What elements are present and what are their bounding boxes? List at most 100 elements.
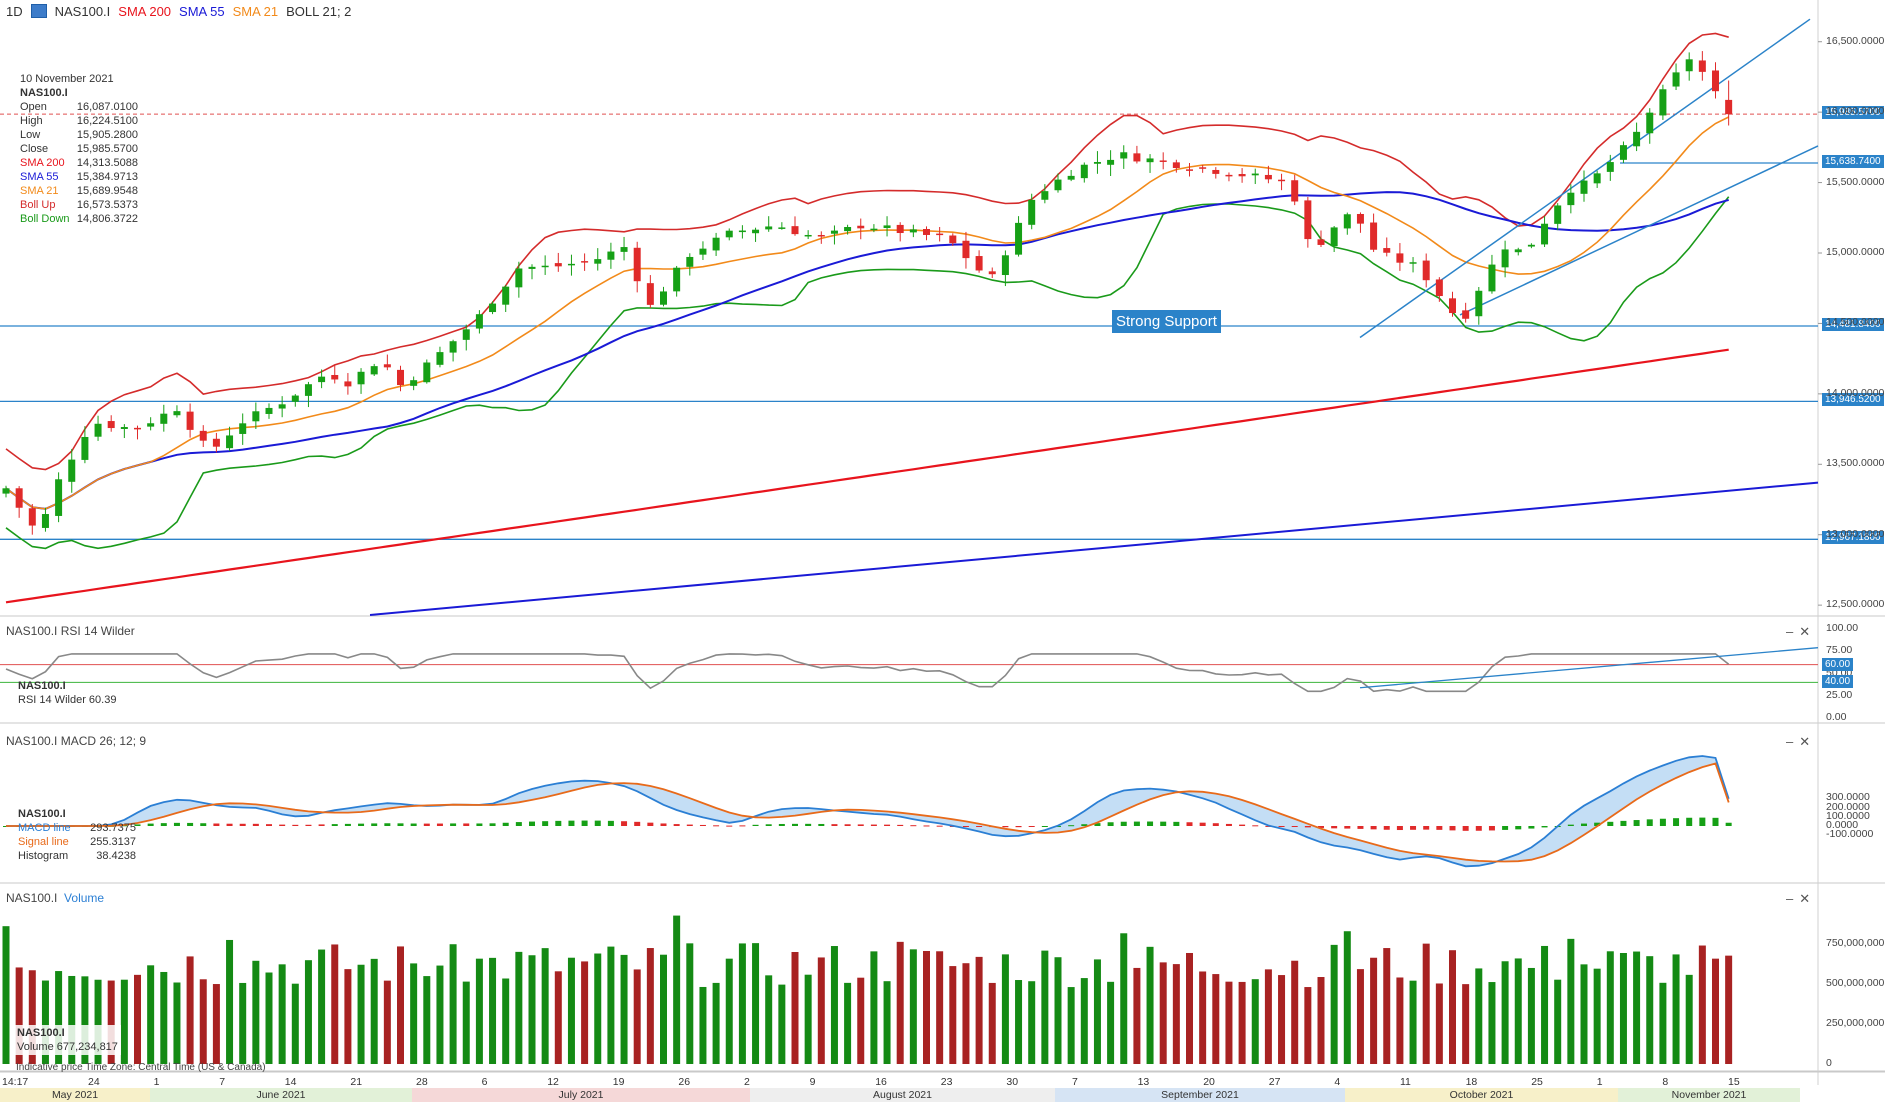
volume-bar bbox=[1186, 952, 1193, 1064]
candle-body bbox=[1356, 213, 1364, 224]
timeframe-label[interactable]: 1D bbox=[6, 3, 23, 19]
month-band bbox=[150, 1088, 412, 1102]
rsi-pane-controls[interactable]: –✕ bbox=[1786, 624, 1816, 640]
x-day-label: 7 bbox=[219, 1076, 226, 1088]
macd-histogram-bar bbox=[1107, 822, 1114, 826]
macd-histogram-bar bbox=[331, 824, 338, 826]
x-month-label: June 2021 bbox=[256, 1089, 306, 1101]
macd-histogram-bar bbox=[936, 825, 943, 827]
minimize-icon[interactable]: – bbox=[1786, 734, 1800, 749]
volume-bar bbox=[1330, 944, 1338, 1064]
volume-bar bbox=[318, 949, 326, 1064]
sma55-line bbox=[5, 191, 1729, 510]
volume-legend-symbol: NAS100.I bbox=[17, 1027, 65, 1039]
volume-bar bbox=[1567, 938, 1575, 1064]
candle-body bbox=[633, 247, 641, 282]
x-day-label: 11 bbox=[1400, 1076, 1411, 1088]
candle-body bbox=[541, 265, 549, 268]
volume-bar bbox=[567, 957, 575, 1064]
macd-histogram-bar bbox=[1265, 825, 1272, 827]
symbol-label[interactable]: NAS100.I bbox=[54, 3, 111, 19]
volume-bar bbox=[1475, 968, 1483, 1064]
info-row-value: 16,573.5373 bbox=[76, 199, 138, 211]
volume-bar bbox=[1659, 982, 1667, 1064]
volume-bar bbox=[55, 971, 63, 1064]
candle-body bbox=[1001, 255, 1009, 276]
close-icon[interactable]: ✕ bbox=[1799, 624, 1817, 639]
volume-pane-title: NAS100.I Volume bbox=[6, 891, 104, 905]
rsi-pane-title: NAS100.I RSI 14 Wilder bbox=[6, 624, 135, 638]
macd-histogram-bar bbox=[1712, 817, 1719, 826]
candle-body bbox=[1646, 112, 1654, 134]
volume-title-name: Volume bbox=[64, 891, 105, 905]
volume-bar bbox=[1409, 980, 1417, 1064]
candle-body bbox=[1580, 180, 1588, 194]
rsi-level-tag: 40.00 bbox=[1822, 675, 1854, 689]
info-row-value: 15,985.5700 bbox=[76, 143, 138, 155]
candle-body bbox=[712, 237, 720, 251]
volume-bar bbox=[1317, 977, 1325, 1064]
volume-bar bbox=[975, 956, 983, 1064]
volume-bar bbox=[1554, 979, 1562, 1064]
candle-body bbox=[1317, 239, 1325, 245]
candle-body bbox=[318, 376, 326, 383]
sma21-line bbox=[5, 116, 1730, 510]
strong-support-label[interactable]: Strong Support bbox=[1112, 309, 1221, 333]
candle-body bbox=[528, 266, 536, 269]
candle-body bbox=[686, 256, 694, 267]
volume-bar bbox=[462, 981, 470, 1064]
candle-body bbox=[1593, 173, 1601, 184]
volume-bar bbox=[923, 950, 930, 1064]
candle-body bbox=[265, 407, 273, 414]
macd-histogram-bar bbox=[910, 825, 917, 827]
volume-bar bbox=[1054, 957, 1062, 1064]
sma21-label[interactable]: SMA 21 bbox=[232, 3, 279, 19]
rsi-level-tag: 60.00 bbox=[1822, 657, 1854, 671]
footer-note: Indicative price Time Zone: Central Time… bbox=[16, 1062, 266, 1073]
volume-bar bbox=[962, 963, 970, 1064]
volume-bar bbox=[594, 953, 602, 1064]
macd-histogram-bar bbox=[1423, 826, 1430, 830]
macd-pane-controls[interactable]: –✕ bbox=[1786, 734, 1816, 750]
macd-legend-label: Histogram bbox=[18, 850, 69, 862]
macd-legend-row: MACD line 293.7375 bbox=[18, 821, 136, 835]
minimize-icon[interactable]: – bbox=[1786, 624, 1800, 639]
candle-body bbox=[752, 229, 760, 234]
candle-body bbox=[1186, 169, 1193, 171]
boll-label[interactable]: BOLL 21; 2 bbox=[286, 3, 352, 19]
minimize-icon[interactable]: – bbox=[1786, 891, 1800, 906]
close-icon[interactable]: ✕ bbox=[1799, 734, 1817, 749]
close-icon[interactable]: ✕ bbox=[1799, 891, 1817, 906]
volume-pane-controls[interactable]: –✕ bbox=[1786, 891, 1816, 907]
macd-tick-label: 200.0000 bbox=[1826, 800, 1870, 813]
volume-bar bbox=[1619, 952, 1627, 1064]
macd-histogram-bar bbox=[1081, 824, 1088, 826]
x-day-label: 15 bbox=[1728, 1076, 1740, 1088]
macd-histogram-bar bbox=[450, 823, 457, 826]
macd-histogram-bar bbox=[1357, 826, 1364, 829]
candle-body bbox=[226, 435, 234, 449]
macd-legend-label: Signal line bbox=[18, 836, 69, 848]
candle-body bbox=[357, 371, 365, 385]
y-tick-label: 13,000.0000 bbox=[1826, 527, 1885, 540]
x-day-label: 28 bbox=[416, 1076, 428, 1088]
info-row-label: SMA 21 bbox=[20, 185, 59, 197]
volume-bar bbox=[160, 971, 168, 1064]
sma200-label[interactable]: SMA 200 bbox=[118, 3, 172, 19]
candle-body bbox=[449, 341, 457, 353]
macd-histogram-bar bbox=[344, 823, 351, 826]
macd-histogram-bar bbox=[923, 825, 930, 827]
candle-body bbox=[1435, 279, 1443, 297]
candle-body bbox=[1251, 173, 1259, 176]
volume-bar bbox=[383, 980, 391, 1064]
candle-body bbox=[1080, 164, 1088, 179]
price-tag: 12,967.1800 bbox=[1822, 531, 1884, 545]
sma55-label[interactable]: SMA 55 bbox=[179, 3, 225, 19]
y-tick-label: 12,500.0000 bbox=[1826, 598, 1885, 611]
macd-histogram-bar bbox=[555, 820, 562, 826]
macd-histogram-bar bbox=[489, 823, 496, 826]
macd-histogram-bar bbox=[266, 824, 272, 826]
volume-bar bbox=[949, 966, 957, 1064]
